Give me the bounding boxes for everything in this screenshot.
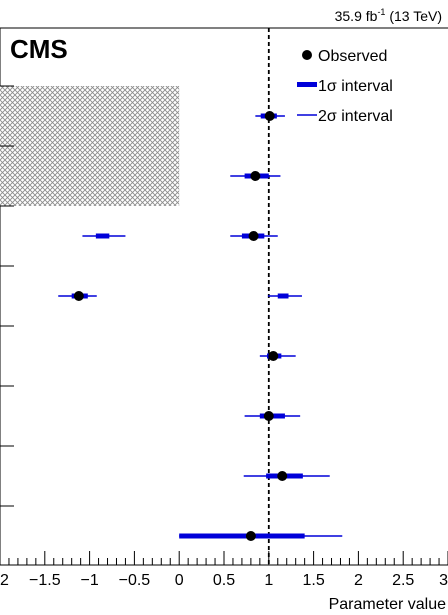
x-tick-label: 2 <box>354 572 363 589</box>
legend-entry-2sigma: 2σ interval <box>297 108 393 125</box>
x-tick-label: 3 <box>439 572 448 589</box>
parameter-estimate <box>179 531 343 541</box>
x-tick-label: 0 <box>175 572 184 589</box>
x-tick-label: 1.5 <box>302 572 324 589</box>
x-tick-label: 2 <box>0 572 9 589</box>
parameter-estimate <box>244 411 301 421</box>
parameter-estimate <box>267 293 302 299</box>
observed-point <box>250 171 261 181</box>
legend-1sigma-marker <box>297 82 317 87</box>
legend-entry-observed: Observed <box>302 48 387 65</box>
excluded-region-hatch <box>0 86 180 206</box>
data-marks <box>58 111 343 541</box>
observed-point <box>263 411 274 421</box>
x-tick-label: −1.5 <box>29 572 61 589</box>
legend-observed-label: Observed <box>318 48 387 65</box>
parameter-estimate <box>259 351 296 361</box>
legend: Observed 1σ interval 2σ interval <box>297 48 393 125</box>
sigma1-interval <box>179 533 305 539</box>
parameter-estimate <box>230 231 278 241</box>
observed-point <box>248 231 259 241</box>
observed-point <box>245 531 256 541</box>
observed-point <box>73 291 84 301</box>
legend-entry-1sigma: 1σ interval <box>297 78 393 95</box>
parameter-estimate <box>255 111 285 121</box>
x-tick-label: 2.5 <box>392 572 414 589</box>
row-ticks <box>0 85 14 507</box>
x-tick-label: −0.5 <box>119 572 151 589</box>
sigma1-interval <box>277 293 289 299</box>
sigma1-interval <box>95 233 110 239</box>
parameter-estimate <box>243 471 330 481</box>
legend-1sigma-label: 1σ interval <box>318 78 393 95</box>
x-tick-label: 1 <box>264 572 273 589</box>
parameter-estimate <box>230 171 281 181</box>
observed-point <box>264 111 275 121</box>
observed-point <box>277 471 288 481</box>
experiment-label: CMS <box>10 34 68 64</box>
legend-2sigma-label: 2σ interval <box>318 108 393 125</box>
x-tick-label: −1 <box>80 572 98 589</box>
legend-observed-marker <box>302 50 312 60</box>
parameter-estimate <box>58 291 97 301</box>
x-axis-title: Parameter value <box>329 596 446 613</box>
x-axis: 2 −1.5 −1 −0.5 0 0.5 1 1.5 2 2.5 3 <box>0 551 448 589</box>
plot-frame <box>0 27 448 566</box>
observed-point <box>268 351 279 361</box>
parameter-estimate <box>82 233 126 239</box>
x-tick-label: 0.5 <box>213 572 235 589</box>
luminosity-label: 35.9 fb-1 (13 TeV) <box>335 7 442 24</box>
